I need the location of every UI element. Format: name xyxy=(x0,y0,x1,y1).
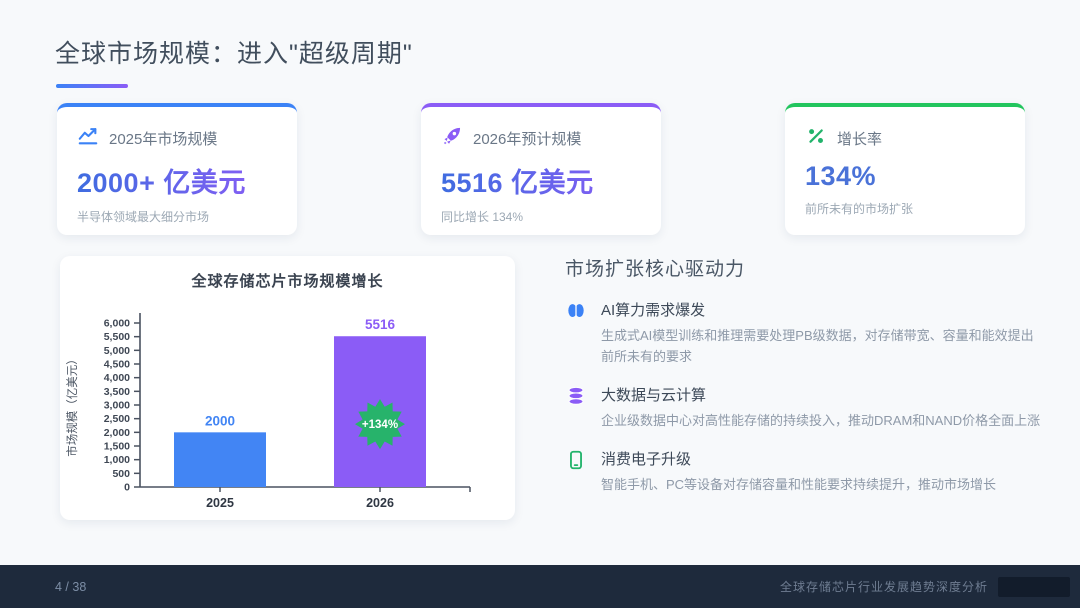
stat-card-2026-forecast: 2026年预计规模 5516 亿美元 同比增长 134% xyxy=(421,103,661,235)
stat-card-label: 2025年市场规模 xyxy=(109,130,218,148)
svg-text:500: 500 xyxy=(112,468,130,480)
database-icon xyxy=(565,384,587,431)
stat-card-value: 134% xyxy=(805,161,877,191)
rocket-icon xyxy=(441,124,463,152)
svg-text:5516: 5516 xyxy=(365,317,396,332)
stat-card-subtitle: 半导体领域最大细分市场 xyxy=(77,210,210,224)
svg-text:2,500: 2,500 xyxy=(104,413,130,425)
stat-card-2025-market-size: 2025年市场规模 2000+ 亿美元 半导体领域最大细分市场 xyxy=(57,103,297,235)
svg-text:6,000: 6,000 xyxy=(104,318,130,330)
svg-text:3,000: 3,000 xyxy=(104,400,130,412)
driver-description: 生成式AI模型训练和推理需要处理PB级数据，对存储带宽、容量和能效提出前所未有的… xyxy=(601,328,1034,365)
bar-chart-panel: 全球存储芯片市场规模增长 0 500 1,000 1,500 2,000 2,500 3,0… xyxy=(60,256,515,520)
svg-text:2000: 2000 xyxy=(205,413,235,428)
svg-text:2,000: 2,000 xyxy=(104,427,130,439)
svg-text:2026: 2026 xyxy=(366,496,394,510)
svg-text:0: 0 xyxy=(124,482,130,494)
stat-card-growth-rate: 增长率 134% 前所未有的市场扩张 xyxy=(785,103,1025,235)
footer-caption: 全球存储芯片行业发展趋势深度分析 xyxy=(779,580,988,594)
brain-icon xyxy=(565,299,587,367)
driver-title: 消费电子升级 xyxy=(601,451,692,469)
smartphone-icon xyxy=(565,448,587,495)
driver-description: 智能手机、PC等设备对存储容量和性能要求持续提升，推动市场增长 xyxy=(601,477,997,493)
driver-title: 大数据与云计算 xyxy=(601,387,707,405)
driver-item-ai-compute: AI算力需求爆发 生成式AI模型训练和推理需要处理PB级数据，对存储带宽、容量和… xyxy=(565,299,1043,367)
line-chart-icon xyxy=(77,124,99,152)
page-title: 全球市场规模：进入"超级周期" xyxy=(55,40,413,68)
chart-title: 全球存储芯片市场规模增长 xyxy=(191,273,384,290)
svg-text:+134%: +134% xyxy=(362,419,398,431)
svg-text:3,500: 3,500 xyxy=(104,386,130,398)
stat-card-label: 2026年预计规模 xyxy=(473,130,582,148)
drivers-section: 市场扩张核心驱动力 AI算力需求爆发 生成式AI模型训练和推理需要处理PB级数据… xyxy=(565,254,1043,512)
driver-description: 企业级数据中心对高性能存储的持续投入，推动DRAM和NAND价格全面上涨 xyxy=(601,413,1041,429)
svg-text:2025: 2025 xyxy=(206,496,234,510)
svg-text:1,000: 1,000 xyxy=(104,454,130,466)
stat-card-value: 5516 亿美元 xyxy=(441,161,641,200)
driver-item-consumer-electronics: 消费电子升级 智能手机、PC等设备对存储容量和性能要求持续提升，推动市场增长 xyxy=(565,448,1043,495)
svg-text:1,500: 1,500 xyxy=(104,441,130,453)
page-number: 4 / 38 xyxy=(55,579,87,594)
percent-icon xyxy=(805,124,827,152)
drivers-heading: 市场扩张核心驱动力 xyxy=(565,259,746,280)
stat-card-subtitle: 前所未有的市场扩张 xyxy=(805,202,914,216)
title-underline xyxy=(56,84,128,88)
stat-cards-row: 2025年市场规模 2000+ 亿美元 半导体领域最大细分市场 2026年预计规… xyxy=(57,103,1025,235)
svg-text:市场规模（亿美元）: 市场规模（亿美元） xyxy=(65,353,79,457)
driver-item-big-data-cloud: 大数据与云计算 企业级数据中心对高性能存储的持续投入，推动DRAM和NAND价格… xyxy=(565,384,1043,431)
svg-text:4,000: 4,000 xyxy=(104,372,130,384)
stat-card-label: 增长率 xyxy=(837,130,883,148)
svg-text:5,000: 5,000 xyxy=(104,345,130,357)
svg-text:5,500: 5,500 xyxy=(104,331,130,343)
driver-title: AI算力需求爆发 xyxy=(601,302,706,319)
stat-card-subtitle: 同比增长 134% xyxy=(441,210,524,224)
footer-bar: 4 / 38 全球存储芯片行业发展趋势深度分析 xyxy=(0,565,1080,608)
footer-logo-placeholder xyxy=(998,576,1070,597)
stat-card-value: 2000+ 亿美元 xyxy=(77,161,277,200)
svg-text:4,500: 4,500 xyxy=(104,359,130,371)
